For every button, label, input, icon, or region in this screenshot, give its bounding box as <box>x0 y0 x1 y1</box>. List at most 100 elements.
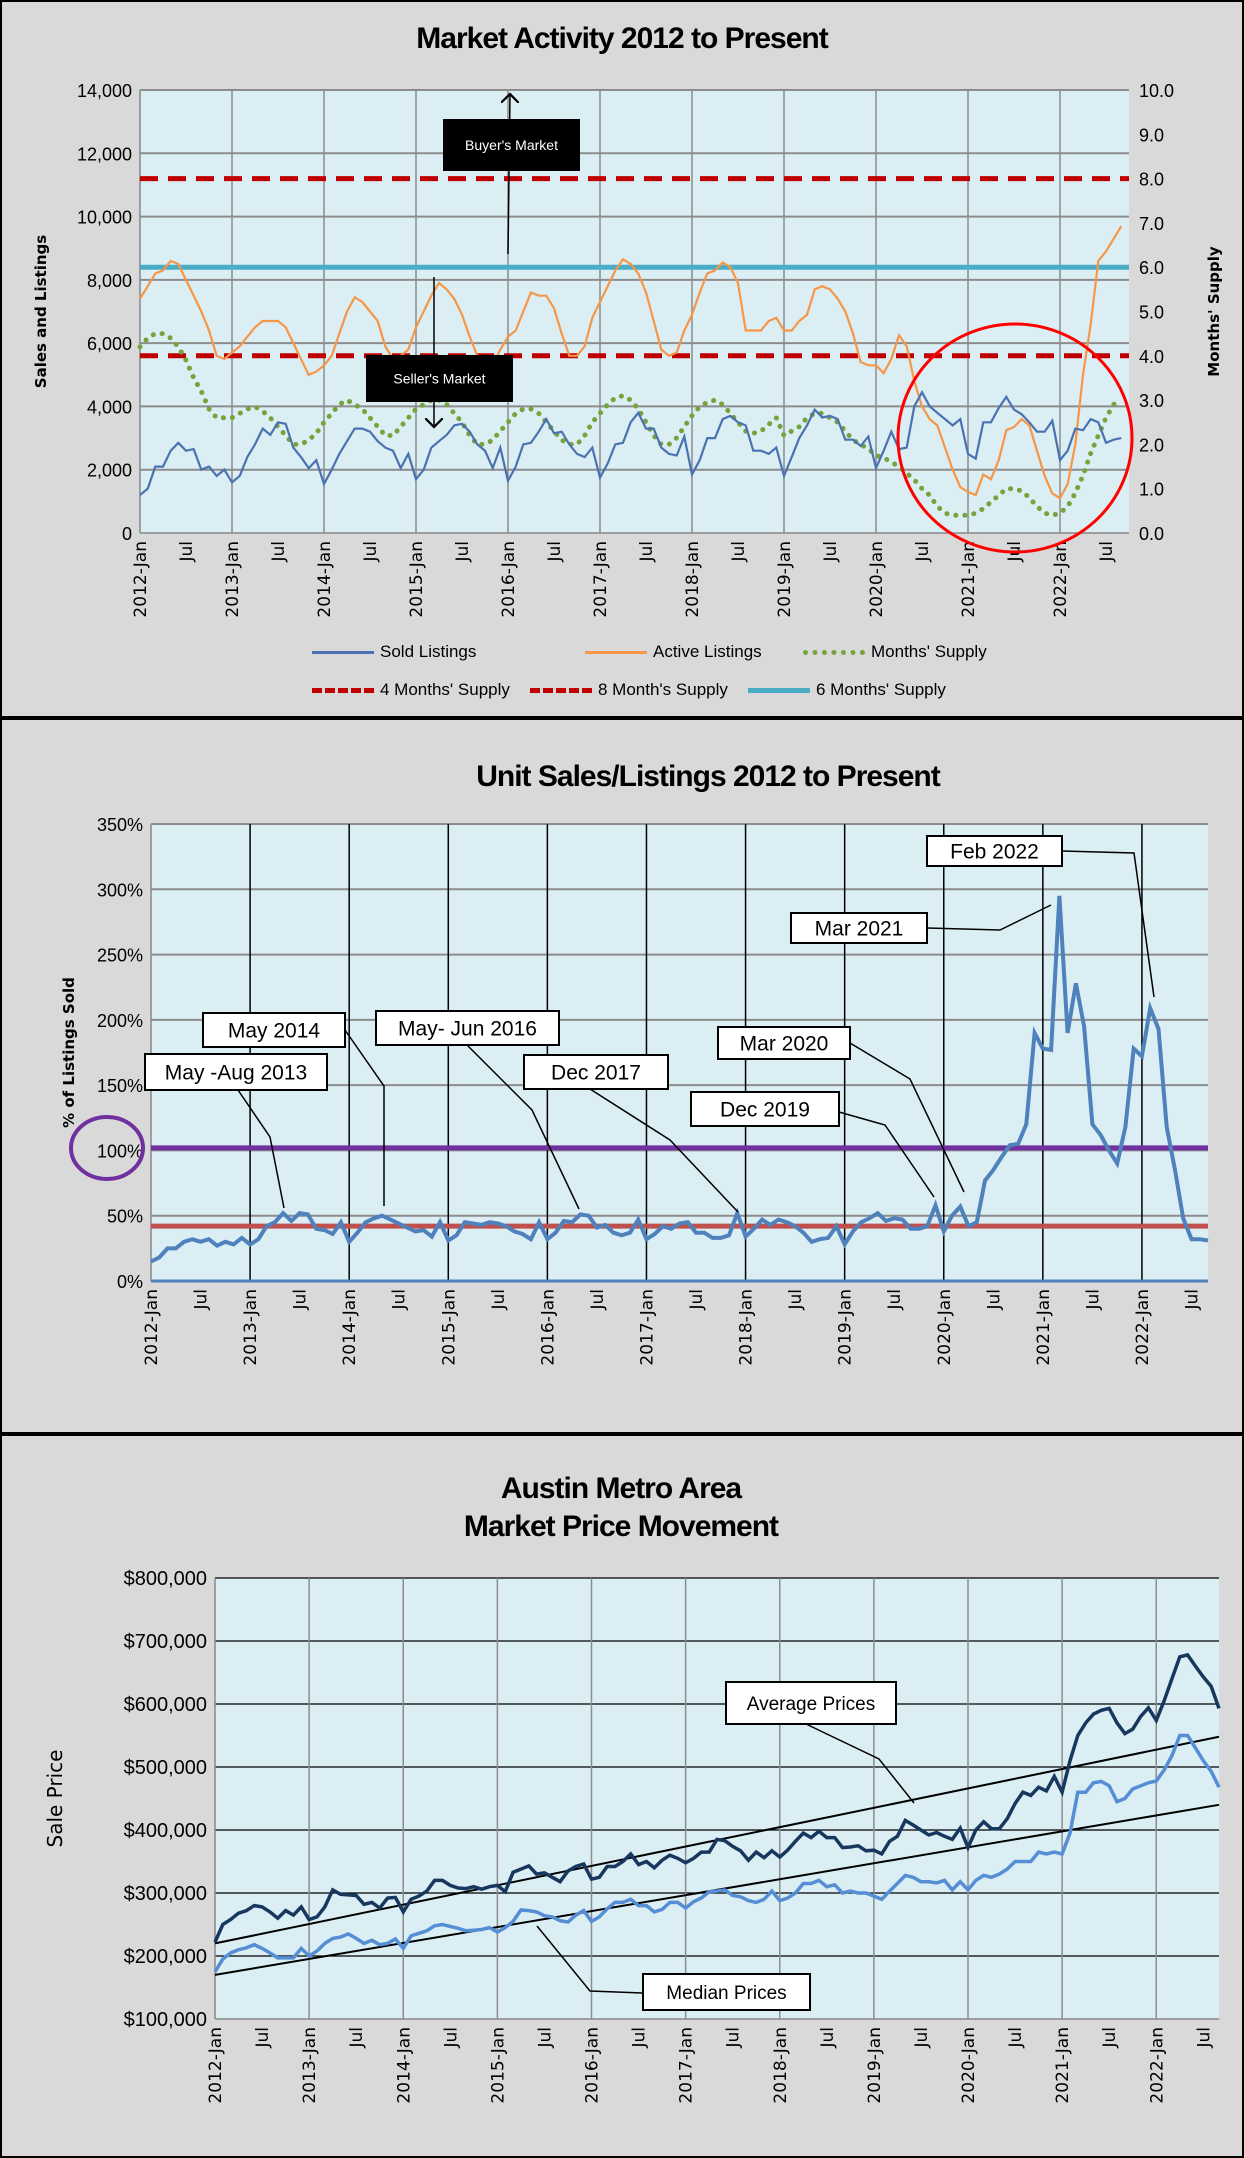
buyers-market-label: Buyer's Market <box>465 137 558 153</box>
y-right-tick-label: 5.0 <box>1139 303 1164 323</box>
price-movement-chart: $100,000 $200,000 $300,000 $400,000 $500,000… <box>43 1568 1221 2104</box>
legend-swatch-6mo <box>748 687 810 693</box>
median-prices-series <box>213 1733 1221 1973</box>
annotation-label: Dec 2017 <box>551 1062 641 1085</box>
x-tick-label: 2022-Jan <box>1147 2027 1167 2104</box>
x-tick-label: 2022-Jan <box>1051 541 1071 618</box>
y-tick-label: 200% <box>97 1011 143 1031</box>
buyers-market-box <box>443 119 580 171</box>
x-tick-label: Jul <box>489 1289 509 1311</box>
x-tick-label: Jul <box>885 1289 905 1311</box>
x-tick-label: 2015-Jan <box>488 2027 508 2104</box>
y-axis-label: Sales and Listings <box>32 235 50 389</box>
highlight-circle <box>896 322 1134 554</box>
legend-swatch-active <box>585 650 647 654</box>
legend-row-1: Sold Listings Active Listings Months' Su… <box>312 642 987 662</box>
y-right-tick-label: 1.0 <box>1139 480 1164 500</box>
chart-title-line-2: Market Price Movement <box>463 1510 779 1543</box>
x-tick-label: 2014-Jan <box>340 1289 360 1366</box>
y-tick-label: 12,000 <box>77 144 132 164</box>
y-right-tick-label: 4.0 <box>1139 347 1164 367</box>
chart-title: Market Activity 2012 to Present <box>416 22 828 55</box>
x-tick-label: Jul <box>687 1289 707 1311</box>
legend-row-2: 4 Months' Supply 8 Month's Supply 6 Mont… <box>312 680 946 700</box>
x-tick-label: Jul <box>630 2027 650 2049</box>
annotation-leader <box>849 1042 965 1193</box>
x-tick-label: Jul <box>177 541 197 563</box>
x-tick-label: 2019-Jan <box>836 1289 856 1366</box>
x-tick-label: Jul <box>724 2027 744 2049</box>
y-tick-label: 250% <box>97 946 143 966</box>
x-tick-label: 2021-Jan <box>959 541 979 618</box>
highlight-circle <box>69 1115 145 1181</box>
annotation-label: May- Jun 2016 <box>398 1018 537 1041</box>
x-tick-label: Jul <box>821 541 841 563</box>
annotation-label: Dec 2019 <box>720 1099 810 1122</box>
x-tick-label: Jul <box>347 2027 367 2049</box>
x-tick-label: 2015-Jan <box>439 1289 459 1366</box>
legend-label: Sold Listings <box>380 642 477 661</box>
x-tick-label: 2021-Jan <box>1053 2027 1073 2104</box>
sellers-market-label: Seller's Market <box>393 371 485 387</box>
x-tick-label: 2013-Jan <box>300 2027 320 2104</box>
chart-title-line-1: Austin Metro Area <box>500 1472 742 1505</box>
market-activity-panel: Market Activity 2012 to Present 0 2,000 4,… <box>0 0 1244 718</box>
x-tick-label: Jul <box>1100 2027 1120 2049</box>
x-tick-label: Jul <box>588 1289 608 1311</box>
y-axis-right-label: Months' Supply <box>1205 246 1223 377</box>
x-tick-label: Jul <box>291 1289 311 1311</box>
x-tick-label: 2018-Jan <box>683 541 703 618</box>
x-tick-label: Jul <box>786 1289 806 1311</box>
annotation-box <box>926 835 1063 867</box>
y-tick-label: $700,000 <box>124 1631 207 1653</box>
y-right-tick-label: 9.0 <box>1139 125 1164 145</box>
x-tick-label: Jul <box>1182 1289 1202 1311</box>
annotation-leader <box>838 1111 935 1198</box>
price-movement-panel: Austin Metro Area Market Price Movement … <box>0 1434 1244 2158</box>
x-tick-label: 2017-Jan <box>591 541 611 618</box>
plot-area <box>140 90 1129 533</box>
x-tick-label: 2022-Jan <box>1133 1289 1153 1366</box>
x-tick-label: 2020-Jan <box>959 2027 979 2104</box>
annotation-label: May 2014 <box>228 1020 321 1043</box>
x-tick-label: Jul <box>637 541 657 563</box>
y-right-tick-label: 6.0 <box>1139 258 1164 278</box>
annotation-leader <box>926 904 1052 931</box>
x-tick-label: Jul <box>984 1289 1004 1311</box>
x-tick-label: 2017-Jan <box>677 2027 697 2104</box>
y-axis-label: Sale Price <box>43 1750 67 1848</box>
x-tick-label: Jul <box>361 541 381 563</box>
unit-sales-chart: 0% 50% 100% 150% 200% 250% 300% 350% 2012-Jan Jul… <box>60 815 1209 1366</box>
y-tick-label: 0% <box>117 1272 143 1292</box>
legend-label: 4 Months' Supply <box>380 680 510 699</box>
y-tick-label: 0 <box>122 524 132 544</box>
y-tick-label: $500,000 <box>124 1757 207 1779</box>
y-tick-label: 8,000 <box>87 271 132 291</box>
plot-area <box>151 824 1208 1281</box>
annotation-leader <box>237 1089 285 1209</box>
legend-label: 8 Month's Supply <box>598 680 728 699</box>
annotation-box <box>375 1010 560 1046</box>
x-tick-label: Jul <box>1083 1289 1103 1311</box>
x-tick-label: 2015-Jan <box>407 541 427 618</box>
x-tick-label: Jul <box>453 541 473 563</box>
x-tick-label: 2013-Jan <box>241 1289 261 1366</box>
x-tick-label: Jul <box>1194 2027 1214 2049</box>
annotation-box <box>790 912 928 944</box>
x-tick-label: Jul <box>1006 2027 1026 2049</box>
x-tick-label: Jul <box>913 541 933 563</box>
legend-label: Active Listings <box>653 642 762 661</box>
y-tick-label: 150% <box>97 1076 143 1096</box>
x-tick-label: Jul <box>535 2027 555 2049</box>
x-tick-label: Jul <box>441 2027 461 2049</box>
y-tick-label: 6,000 <box>87 334 132 354</box>
y-tick-label: 2,000 <box>87 461 132 481</box>
annotation-box <box>690 1091 840 1127</box>
annotation-label: Mar 2020 <box>740 1033 829 1056</box>
x-tick-label: 2012-Jan <box>131 541 151 618</box>
legend-label: 6 Months' Supply <box>816 680 946 699</box>
y-tick-label: 10,000 <box>77 208 132 228</box>
y-tick-label: 50% <box>107 1207 143 1227</box>
y-tick-label: $800,000 <box>124 1568 207 1590</box>
x-tick-label: 2016-Jan <box>583 2027 603 2104</box>
